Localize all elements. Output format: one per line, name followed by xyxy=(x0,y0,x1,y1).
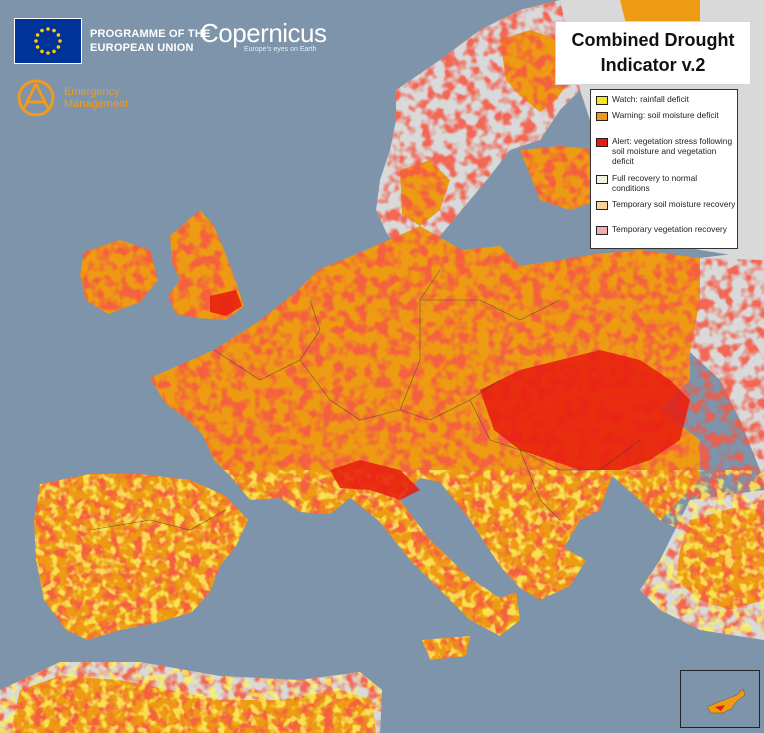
emergency-management-line2: Management xyxy=(64,98,129,110)
eu-programme-line2: EUROPEAN UNION xyxy=(90,42,194,54)
eu-programme-logo: PROGRAMME OF THE EUROPEAN UNION xyxy=(14,18,211,64)
eu-programme-line1: PROGRAMME OF THE xyxy=(90,28,211,40)
country-borders xyxy=(89,269,641,531)
legend-item-warning: Warning: soil moisture deficit xyxy=(591,110,736,121)
legend-label-temp-soil: Temporary soil moisture recovery xyxy=(612,199,736,209)
legend-swatch-alert xyxy=(596,138,608,147)
legend-label-watch: Watch: rainfall deficit xyxy=(612,94,689,104)
eu-flag-icon xyxy=(14,18,82,64)
legend-swatch-warning xyxy=(596,112,608,121)
legend-item-temp-soil: Temporary soil moisture recovery xyxy=(591,199,736,210)
legend: Watch: rainfall deficit Warning: soil mo… xyxy=(590,89,738,249)
map-title: Combined Drought Indicator v.2 xyxy=(556,28,750,78)
copernicus-tagline: Europe's eyes on Earth xyxy=(244,46,317,53)
copernicus-name: Copernicus xyxy=(200,18,327,48)
map-title-box: Combined Drought Indicator v.2 xyxy=(556,22,750,84)
legend-label-full-recovery: Full recovery to normal conditions xyxy=(612,173,698,193)
cyprus-shape xyxy=(706,688,746,714)
legend-item-full-recovery: Full recovery to normal conditions xyxy=(591,173,736,193)
map-title-line1: Combined Drought xyxy=(571,30,735,50)
legend-label-warning: Warning: soil moisture deficit xyxy=(612,110,719,120)
copernicus-logo: Copernicus Europe's eyes on Earth xyxy=(200,18,327,53)
emergency-management-icon xyxy=(17,79,55,117)
emergency-management-logo: Emergency Management xyxy=(14,78,128,118)
legend-item-watch: Watch: rainfall deficit xyxy=(591,94,736,105)
legend-item-temp-veg: Temporary vegetation recovery xyxy=(591,224,736,235)
legend-label-alert: Alert: vegetation stress following soil … xyxy=(612,136,733,166)
legend-item-alert: Alert: vegetation stress following soil … xyxy=(591,136,736,166)
eu-programme-text: PROGRAMME OF THE EUROPEAN UNION xyxy=(90,27,211,55)
legend-swatch-temp-soil xyxy=(596,201,608,210)
legend-label-temp-veg: Temporary vegetation recovery xyxy=(612,224,727,234)
emergency-management-line1: Emergency xyxy=(64,86,120,98)
legend-swatch-temp-veg xyxy=(596,226,608,235)
legend-swatch-full-recovery xyxy=(596,175,608,184)
map-title-line2: Indicator v.2 xyxy=(600,55,706,75)
land-alert-core xyxy=(210,290,690,500)
cyprus-inset-map xyxy=(680,670,760,728)
legend-swatch-watch xyxy=(596,96,608,105)
